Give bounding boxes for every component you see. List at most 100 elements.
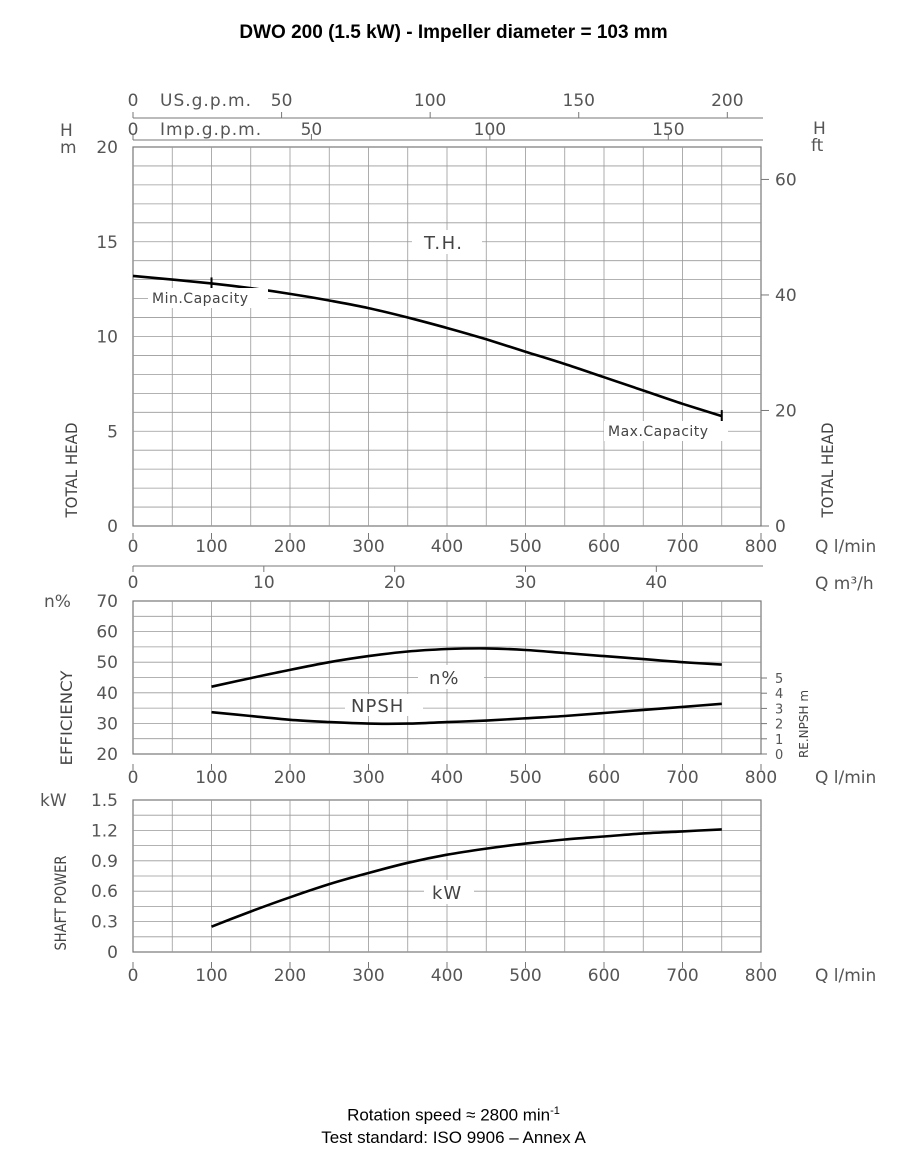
th-curve-label: T.H. xyxy=(423,233,464,254)
head-x-tick-label: 100 xyxy=(195,537,227,557)
impgpm-axis-label: Imp.g.p.m. xyxy=(160,120,262,140)
usgpm-axis-label: US.g.p.m. xyxy=(160,91,252,111)
eff-unit: n% xyxy=(44,592,71,612)
impgpm-tick-label: 100 xyxy=(474,120,506,140)
pow-x-tick-label: 600 xyxy=(588,966,620,986)
pow-label-bg xyxy=(424,880,474,904)
eff-x-tick-label: 500 xyxy=(509,768,541,788)
head-x-tick-label: 700 xyxy=(666,537,698,557)
pow-x-tick-label: 700 xyxy=(666,966,698,986)
npsh-curve xyxy=(211,702,722,726)
usgpm-tick-label: 150 xyxy=(563,91,595,111)
npsh-tick-label: 3 xyxy=(775,702,783,717)
pow-x-tick-label: 400 xyxy=(431,966,463,986)
head-ft-tick-label: 40 xyxy=(775,286,797,306)
head-y-tick-label: 0 xyxy=(107,517,118,537)
eff-x-tick-label: 600 xyxy=(588,768,620,788)
head-right-unit-h: H xyxy=(813,119,826,139)
pow-x-tick-label: 0 xyxy=(128,966,139,986)
npsh-tick-label: 5 xyxy=(775,672,783,687)
rotation-speed-exponent: -1 xyxy=(550,1105,560,1117)
usgpm-tick-label: 50 xyxy=(271,91,293,111)
eff-y-tick-label: 70 xyxy=(96,592,118,612)
eff-y-tick-label: 50 xyxy=(96,653,118,673)
head-x-tick-label: 600 xyxy=(588,537,620,557)
max-capacity-label: Max.Capacity xyxy=(608,424,709,440)
pow-x-unit: Q l/min xyxy=(815,966,876,986)
pow-y-tick-label: 0.3 xyxy=(91,913,118,933)
eff-y-tick-label: 40 xyxy=(96,684,118,704)
head-x-tick-label: 500 xyxy=(509,537,541,557)
pow-curve-label: kW xyxy=(432,883,462,904)
head-y-tick-label: 5 xyxy=(107,422,118,442)
eff-y-tick-label: 20 xyxy=(96,745,118,765)
max-capacity-label-bg xyxy=(604,421,728,441)
head-ft-tick-label: 60 xyxy=(775,170,797,190)
head-ft-tick-label: 20 xyxy=(775,401,797,421)
eff-x-tick-label: 300 xyxy=(352,768,384,788)
head-y-tick-label: 10 xyxy=(96,328,118,348)
pow-x-tick-label: 300 xyxy=(352,966,384,986)
power-curve xyxy=(211,828,722,928)
impgpm-tick-label: 0 xyxy=(128,120,139,140)
eff-y-tick-label: 60 xyxy=(96,623,118,643)
head-x-tick-label: 0 xyxy=(128,537,139,557)
head-ft-tick-label: 0 xyxy=(775,517,786,537)
test-standard-text: Test standard: ISO 9906 – Annex A xyxy=(321,1127,586,1147)
usgpm-tick-label: 200 xyxy=(711,91,743,111)
pow-x-tick-label: 500 xyxy=(509,966,541,986)
head-x-tick-label: 400 xyxy=(431,537,463,557)
pow-unit: kW xyxy=(40,791,67,811)
chart-footer: Rotation speed ≈ 2800 min-1 Test standar… xyxy=(0,1100,907,1149)
eff-x-tick-label: 100 xyxy=(195,768,227,788)
npsh-tick-label: 4 xyxy=(775,687,783,702)
eff-x-tick-label: 700 xyxy=(666,768,698,788)
head-x-tick-label: 300 xyxy=(352,537,384,557)
pow-x-tick-label: 800 xyxy=(745,966,777,986)
m3h-tick-label: 20 xyxy=(384,573,406,593)
efficiency-curve xyxy=(211,647,722,688)
head-y-tick-label: 20 xyxy=(96,138,118,158)
impgpm-tick-label: 50 xyxy=(301,120,323,140)
npsh-tick-label: 2 xyxy=(775,718,783,733)
head-x-unit: Q l/min xyxy=(815,537,876,557)
head-x-tick-label: 800 xyxy=(745,537,777,557)
m3h-tick-label: 0 xyxy=(128,573,139,593)
pow-x-tick-label: 200 xyxy=(274,966,306,986)
eff-x-tick-label: 200 xyxy=(274,768,306,788)
usgpm-tick-label: 100 xyxy=(414,91,446,111)
eff-x-unit: Q l/min xyxy=(815,768,876,788)
head-ylabel-right: TOTAL HEAD xyxy=(818,423,837,519)
eff-ylabel: EFFICIENCY xyxy=(57,670,76,765)
npsh-curve-label: NPSH xyxy=(351,696,404,717)
npsh-tick-label: 1 xyxy=(775,733,783,748)
eff-curve-label: n% xyxy=(429,668,460,689)
pow-y-tick-label: 0 xyxy=(107,943,118,963)
m3h-axis-unit: Q m³/h xyxy=(815,574,874,594)
min-capacity-label: Min.Capacity xyxy=(152,291,248,307)
pow-y-tick-label: 1.2 xyxy=(91,821,118,841)
pow-x-tick-label: 100 xyxy=(195,966,227,986)
th-label-bg xyxy=(412,230,482,254)
head-left-unit-m: m xyxy=(60,138,77,158)
eff-x-tick-label: 0 xyxy=(128,768,139,788)
pow-y-tick-label: 0.6 xyxy=(91,882,118,902)
min-capacity-label-bg xyxy=(148,288,268,308)
m3h-tick-label: 30 xyxy=(515,573,537,593)
eff-y-tick-label: 30 xyxy=(96,714,118,734)
pow-y-tick-label: 1.5 xyxy=(91,791,118,811)
usgpm-tick-label: 0 xyxy=(128,91,139,111)
head-y-tick-label: 15 xyxy=(96,233,118,253)
rotation-speed-text: Rotation speed ≈ 2800 min xyxy=(347,1105,551,1125)
head-right-unit-ft: ft xyxy=(811,136,824,156)
rotation-speed-line: Rotation speed ≈ 2800 min-1 xyxy=(0,1100,907,1127)
eff-x-tick-label: 400 xyxy=(431,768,463,788)
npsh-label-bg xyxy=(345,694,423,716)
m3h-tick-label: 40 xyxy=(646,573,668,593)
npsh-tick-label: 0 xyxy=(775,748,783,763)
pow-y-tick-label: 0.9 xyxy=(91,852,118,872)
npsh-ylabel: RE.NPSH m xyxy=(797,690,811,758)
